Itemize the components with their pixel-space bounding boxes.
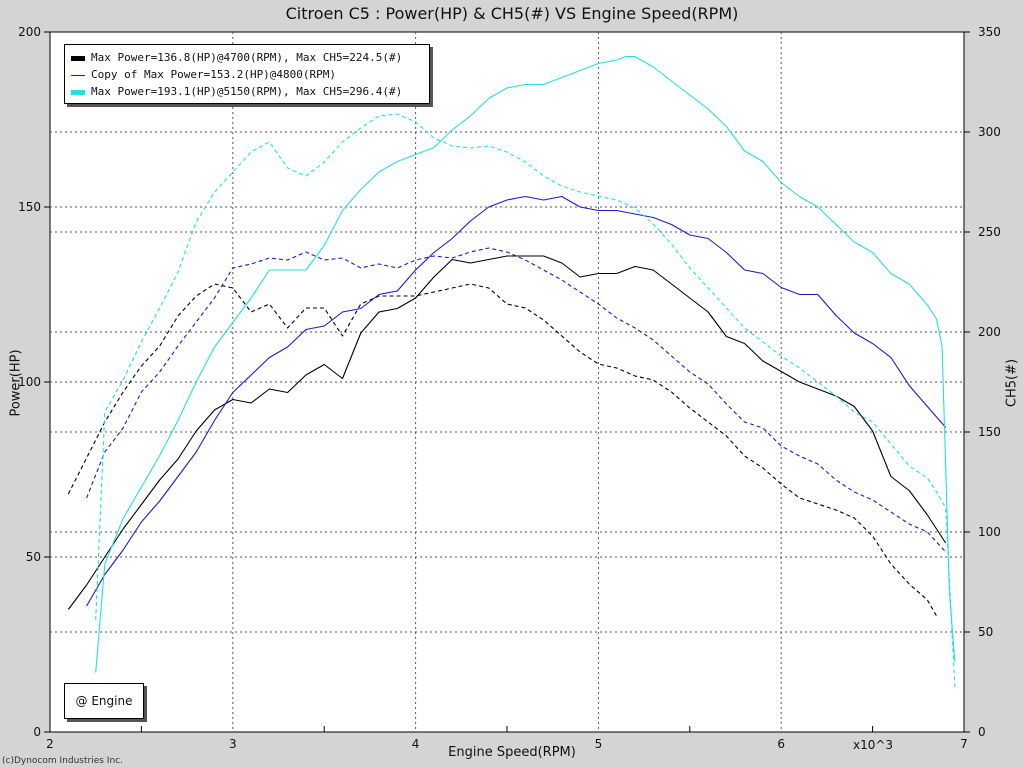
legend-item: Max Power=136.8(HP)@4700(RPM), Max CH5=2… <box>71 51 421 67</box>
series-line-3 <box>86 195 947 607</box>
chart-title: Citroen C5 : Power(HP) & CH5(#) VS Engin… <box>285 4 739 23</box>
y-tick-label: 50 <box>26 550 41 564</box>
series-line-6 <box>95 113 956 689</box>
x-tick-label: 6 <box>777 737 785 751</box>
legend-item: Max Power=193.1(HP)@5150(RPM), Max CH5=2… <box>71 85 421 101</box>
y-axis-right-label: CH5(#) <box>1004 358 1020 408</box>
engine-button[interactable]: @ Engine <box>64 683 144 719</box>
x-tick-label: 5 <box>595 737 603 751</box>
y2-tick-label: 350 <box>978 25 1001 39</box>
series-line-5 <box>95 55 956 673</box>
y-axis-left-label: Power(HP) <box>8 349 24 417</box>
legend-label: Max Power=136.8(HP)@4700(RPM), Max CH5=2… <box>91 51 403 64</box>
legend-swatch <box>71 90 85 95</box>
credit-text: (c)Dynocom Industries Inc. <box>2 756 123 766</box>
legend-swatch <box>71 56 85 61</box>
series-line-4 <box>86 247 947 553</box>
x-tick-label: 7 <box>960 737 968 751</box>
series-lines <box>67 55 956 689</box>
y-tick-label: 0 <box>33 725 41 739</box>
grid <box>50 32 964 732</box>
legend-item: Copy of Max Power=153.2(HP)@4800(RPM) <box>71 68 421 84</box>
y2-tick-label: 300 <box>978 125 1001 139</box>
y2-tick-label: 250 <box>978 225 1001 239</box>
x-tick-label: 4 <box>412 737 420 751</box>
legend-swatch <box>71 75 85 76</box>
y2-tick-label: 0 <box>978 725 986 739</box>
y2-tick-label: 100 <box>978 525 1001 539</box>
x-axis-label: Engine Speed(RPM) <box>448 745 576 760</box>
x-tick-label: 3 <box>229 737 237 751</box>
y2-tick-label: 200 <box>978 325 1001 339</box>
series-line-1 <box>67 255 947 610</box>
y-tick-label: 150 <box>18 200 41 214</box>
legend-label: Copy of Max Power=153.2(HP)@4800(RPM) <box>91 68 337 81</box>
legend-label: Max Power=193.1(HP)@5150(RPM), Max CH5=2… <box>91 85 403 98</box>
x-axis-multiplier: x10^3 <box>853 738 894 752</box>
y-tick-label: 100 <box>18 375 41 389</box>
x-tick-label: 2 <box>46 737 54 751</box>
y2-tick-label: 50 <box>978 625 993 639</box>
legend: Max Power=136.8(HP)@4700(RPM), Max CH5=2… <box>64 44 430 104</box>
y2-tick-label: 150 <box>978 425 1001 439</box>
y-tick-label: 200 <box>18 25 41 39</box>
